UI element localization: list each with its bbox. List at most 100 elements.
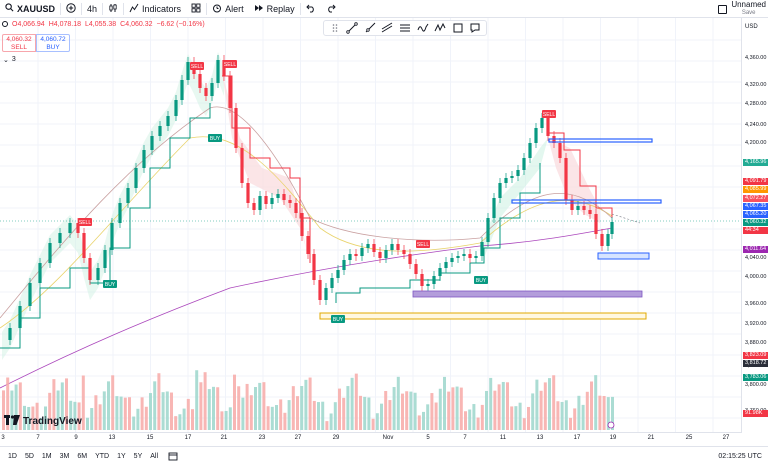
range-button-ytd[interactable]: YTD bbox=[95, 453, 110, 460]
replay-button[interactable]: Replay bbox=[249, 0, 300, 18]
cloud-area bbox=[222, 73, 306, 248]
trend-line-tool-icon[interactable] bbox=[345, 21, 359, 35]
calendar-icon[interactable] bbox=[168, 451, 178, 463]
ohlc-open: O4,066.94 bbox=[12, 21, 45, 28]
utc-clock[interactable]: 02:15:25 UTC bbox=[718, 453, 762, 460]
indicator-toggle[interactable]: ⌄ 3 bbox=[3, 56, 16, 64]
candle bbox=[534, 128, 538, 143]
brush-tool-icon[interactable] bbox=[416, 21, 430, 35]
interval-button[interactable]: 4h bbox=[82, 0, 102, 18]
candle bbox=[166, 116, 170, 126]
trade-panel: 4,060.32 SELL 4,060.72 BUY bbox=[2, 34, 70, 52]
volume-bar bbox=[220, 411, 224, 430]
price-label: 4,320.00 bbox=[745, 82, 767, 88]
volume-bar bbox=[497, 384, 501, 430]
buy-button[interactable]: 4,060.72 BUY bbox=[36, 34, 70, 52]
price-label: 3,800.00 bbox=[745, 382, 767, 388]
volume-bar bbox=[136, 408, 140, 430]
drag-handle-icon[interactable] bbox=[328, 21, 342, 35]
fib-tool-icon[interactable] bbox=[398, 21, 412, 35]
volume-bar bbox=[405, 391, 409, 430]
candle bbox=[186, 62, 190, 80]
price-axis[interactable]: USD 4,360.00 4,320.00 4,280.00 4,240.00 4,20… bbox=[741, 18, 768, 433]
volume-bar bbox=[304, 379, 308, 430]
candle bbox=[276, 194, 280, 198]
range-button-1y[interactable]: 1Y bbox=[117, 453, 126, 460]
volume-bar bbox=[291, 386, 295, 430]
symbol-label: XAUUSD bbox=[17, 3, 56, 14]
sell-signal-label: SELL bbox=[417, 242, 429, 248]
time-label: 21 bbox=[647, 435, 655, 441]
range-button-5d[interactable]: 5D bbox=[24, 453, 34, 460]
volume-bar bbox=[371, 418, 375, 430]
templates-button[interactable] bbox=[186, 0, 206, 18]
ray-tool-icon[interactable] bbox=[363, 21, 377, 35]
sell-button[interactable]: 4,060.32 SELL bbox=[2, 34, 36, 52]
rectangle-tool-icon[interactable] bbox=[451, 21, 465, 35]
volume-bar bbox=[455, 386, 459, 430]
replay-label: Replay bbox=[266, 3, 295, 14]
compare-button[interactable] bbox=[61, 0, 81, 18]
chart-type-button[interactable] bbox=[103, 0, 123, 18]
price-tag: 91.98K bbox=[743, 410, 768, 417]
price-chart[interactable]: SELL BUY SELL SELL BUY SELL BUY BUY SELL bbox=[0, 18, 741, 432]
volume-bar bbox=[543, 382, 547, 430]
range-button-3m[interactable]: 3M bbox=[59, 453, 70, 460]
candle bbox=[576, 206, 580, 210]
candle bbox=[420, 274, 424, 286]
candle bbox=[88, 258, 92, 280]
volume-bar bbox=[594, 375, 598, 430]
indicators-button[interactable]: Indicators bbox=[124, 0, 186, 18]
volume-bar bbox=[94, 395, 98, 430]
volume-bar bbox=[86, 417, 89, 430]
text-tool-icon[interactable] bbox=[468, 21, 482, 35]
volume-bar bbox=[531, 393, 535, 430]
candle bbox=[264, 196, 268, 204]
pitchfork-tool-icon[interactable] bbox=[380, 21, 394, 35]
volume-bar bbox=[606, 397, 610, 430]
time-label: 27 bbox=[722, 435, 730, 441]
volume-bar bbox=[602, 395, 606, 430]
volume-bar bbox=[539, 390, 543, 430]
divider bbox=[81, 2, 83, 15]
range-button-1d[interactable]: 1D bbox=[8, 453, 17, 460]
alert-button[interactable]: Alert bbox=[207, 0, 249, 18]
candle bbox=[600, 234, 604, 246]
volume-bar bbox=[409, 391, 413, 430]
range-button-all[interactable]: All bbox=[150, 453, 159, 460]
candle bbox=[522, 158, 526, 170]
layout-name[interactable]: Unnamed Save bbox=[731, 1, 766, 17]
volume-bar bbox=[249, 395, 253, 430]
undo-button[interactable] bbox=[301, 0, 321, 18]
volume-bar bbox=[535, 379, 539, 430]
candle bbox=[336, 270, 340, 278]
layout-checkbox[interactable] bbox=[718, 4, 728, 14]
candle bbox=[558, 143, 562, 158]
range-button-5y[interactable]: 5Y bbox=[133, 453, 143, 460]
buy-signal-label: BUY bbox=[210, 136, 221, 142]
volume-bar bbox=[548, 378, 551, 430]
volume-bar bbox=[195, 370, 199, 430]
volume-bar bbox=[119, 396, 123, 430]
range-button-1m[interactable]: 1M bbox=[41, 453, 52, 460]
volume-bar bbox=[325, 421, 329, 430]
volume-bar bbox=[430, 393, 434, 430]
candle bbox=[402, 250, 406, 254]
time-label: 25 bbox=[685, 435, 693, 441]
pattern-tool-icon[interactable] bbox=[433, 21, 447, 35]
plus-circle-icon bbox=[66, 2, 76, 15]
volume-bar bbox=[346, 386, 350, 430]
volume-bar bbox=[506, 382, 509, 430]
indicator-count: 3 bbox=[11, 56, 16, 63]
symbol-search-button[interactable]: XAUUSD bbox=[0, 0, 60, 18]
volume-bar bbox=[56, 390, 60, 430]
redo-button[interactable] bbox=[321, 0, 341, 18]
buy-label: BUY bbox=[46, 44, 60, 51]
time-label: 13 bbox=[536, 435, 544, 441]
volume-bar bbox=[69, 400, 73, 430]
time-label: 15 bbox=[146, 435, 154, 441]
logo-text: TradingView bbox=[23, 415, 82, 427]
range-button-6m[interactable]: 6M bbox=[77, 453, 88, 460]
time-axis[interactable]: 3 7 9 13 15 17 21 23 27 29 Nov 5 7 11 13 17 19 21 25 27 bbox=[0, 432, 741, 446]
volume-bar bbox=[153, 381, 157, 430]
